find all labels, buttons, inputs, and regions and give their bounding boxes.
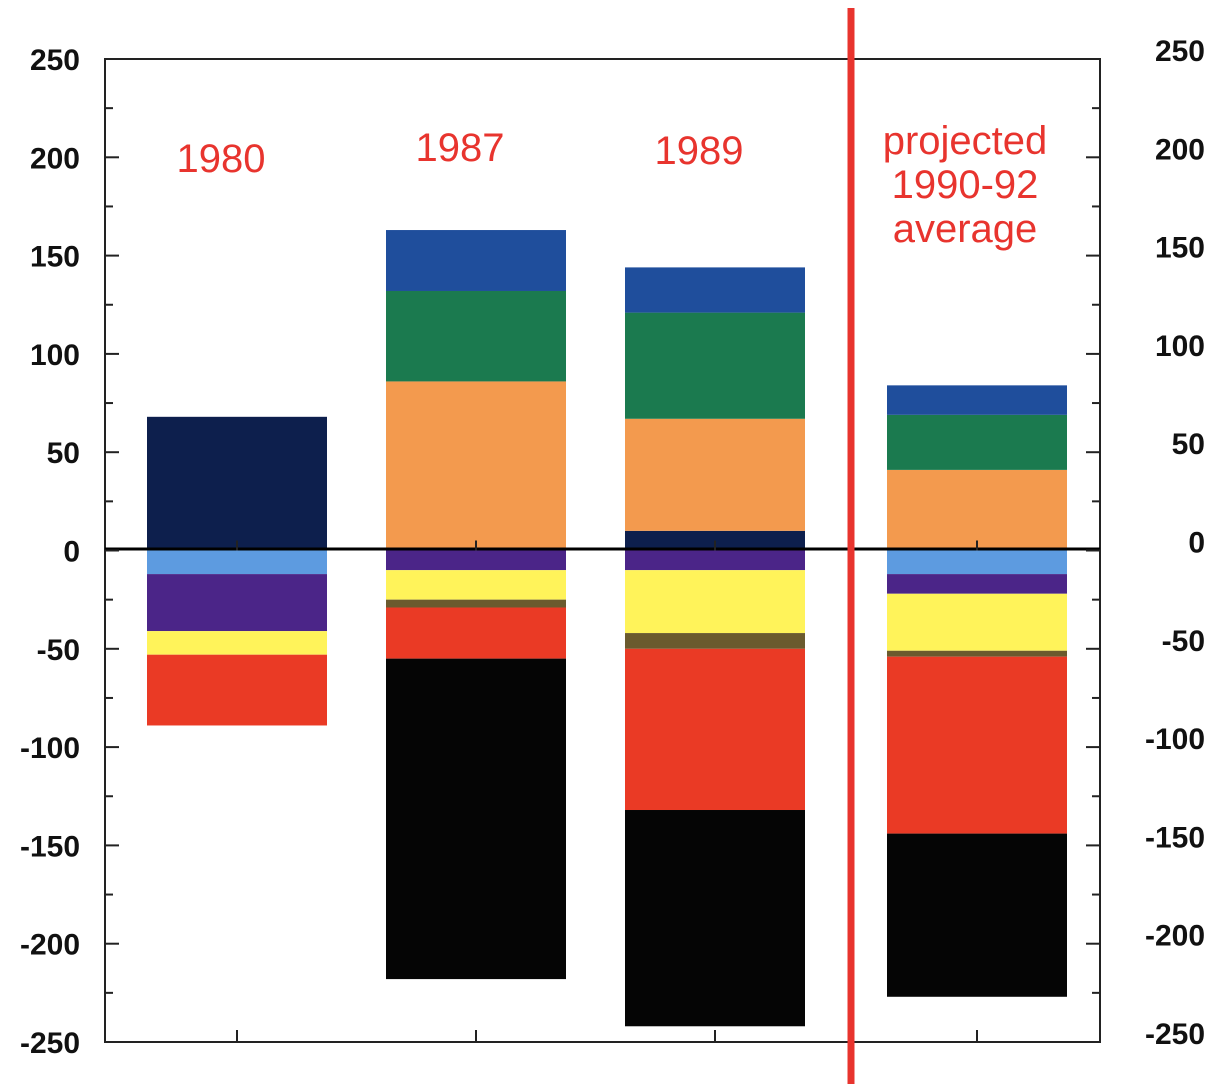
bar-segment-light-blue bbox=[887, 550, 1067, 575]
right-tick-label: -200 bbox=[1145, 920, 1205, 953]
bar-segment-light-blue bbox=[147, 550, 327, 575]
bar-segment-blue bbox=[625, 267, 805, 313]
bar-segment-yellow bbox=[625, 570, 805, 634]
bar-segment-purple bbox=[147, 574, 327, 632]
left-tick-label: -50 bbox=[37, 634, 80, 667]
right-tick-label: -150 bbox=[1145, 821, 1205, 854]
left-tick-label: -150 bbox=[20, 830, 80, 863]
bar-segment-yellow bbox=[887, 593, 1067, 651]
bar-segment-black bbox=[887, 833, 1067, 997]
left-tick-label: 50 bbox=[47, 437, 80, 470]
bar-segment-purple bbox=[625, 550, 805, 571]
bar-segment-purple bbox=[887, 574, 1067, 594]
left-tick-label: 0 bbox=[63, 536, 80, 569]
right-tick-label: 100 bbox=[1155, 330, 1205, 363]
right-tick-label: 50 bbox=[1172, 428, 1205, 461]
right-tick-label: 250 bbox=[1155, 35, 1205, 68]
bar-segment-red bbox=[887, 656, 1067, 834]
category-label: 1990-92 bbox=[892, 163, 1039, 207]
bar-segment-black bbox=[625, 810, 805, 1027]
right-tick-label: -100 bbox=[1145, 723, 1205, 756]
bar-segment-orange bbox=[386, 381, 566, 551]
left-tick-label: 250 bbox=[30, 44, 80, 77]
bar-segment-black bbox=[386, 658, 566, 980]
category-label: projected bbox=[883, 119, 1048, 163]
left-tick-label: -200 bbox=[20, 929, 80, 962]
bar-segment-green bbox=[887, 414, 1067, 470]
bar-segment-blue bbox=[386, 230, 566, 291]
bar-segment-red bbox=[625, 648, 805, 811]
bar-segment-orange bbox=[625, 418, 805, 531]
right-axis: 250 200 150 100 50 0 -50 -100 -150 -200 -250 bbox=[1145, 35, 1205, 1051]
bar-segment-navy bbox=[147, 416, 327, 551]
left-tick-label: -250 bbox=[20, 1027, 80, 1060]
right-tick-label: 150 bbox=[1155, 232, 1205, 265]
bar-segment-blue bbox=[887, 385, 1067, 415]
right-tick-label: 200 bbox=[1155, 133, 1205, 166]
left-tick-label: 200 bbox=[30, 142, 80, 175]
right-tick-label: -50 bbox=[1162, 625, 1205, 658]
category-label: 1989 bbox=[655, 129, 744, 173]
left-axis: 250 200 150 100 50 0 -50 -100 -150 -200 -250 bbox=[20, 44, 80, 1060]
bar-segment-green bbox=[386, 290, 566, 382]
bar-segment-orange bbox=[887, 469, 1067, 551]
bar-segment-green bbox=[625, 312, 805, 419]
bar-segment-olive bbox=[625, 633, 805, 649]
category-label: 1987 bbox=[416, 126, 505, 170]
bar-segment-red bbox=[386, 607, 566, 659]
bar-segment-purple bbox=[386, 550, 566, 571]
category-label: average bbox=[893, 207, 1038, 251]
bar-segment-yellow bbox=[147, 631, 327, 655]
bar-segment-yellow bbox=[386, 570, 566, 600]
right-tick-label: 0 bbox=[1188, 527, 1205, 560]
bar-segment-red bbox=[147, 654, 327, 726]
left-tick-label: -100 bbox=[20, 732, 80, 765]
category-label: 1980 bbox=[177, 137, 266, 181]
left-tick-label: 100 bbox=[30, 339, 80, 372]
bar-segment-olive bbox=[386, 599, 566, 608]
bar-segment-olive bbox=[887, 650, 1067, 657]
ticks bbox=[105, 58, 1100, 1043]
left-tick-label: 150 bbox=[30, 241, 80, 274]
right-tick-label: -250 bbox=[1145, 1018, 1205, 1051]
bars bbox=[147, 230, 1067, 1027]
